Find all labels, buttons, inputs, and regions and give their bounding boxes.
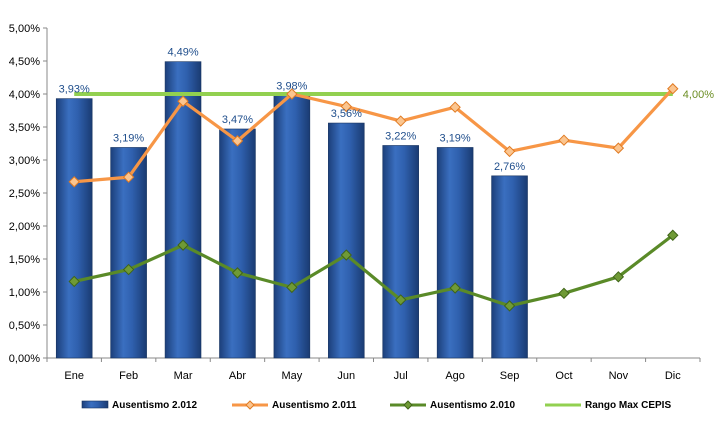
point-ausentismo-2010-oct	[558, 287, 570, 300]
y-tick-label: 5,00%	[9, 23, 40, 35]
data-label-ene: 3,93%	[59, 84, 90, 96]
legend-label-ausentismo-2012: Ausentismo 2.012	[112, 400, 197, 411]
point-ausentismo-2011-may	[286, 88, 298, 100]
point-ausentismo-2010-ago	[449, 282, 461, 294]
x-tick-label: Dic	[665, 370, 681, 382]
y-tick-label: 3,00%	[9, 155, 40, 167]
point-ausentismo-2010-ene	[68, 275, 80, 288]
point-ausentismo-2010-jul	[395, 294, 407, 306]
x-tick-label: Jun	[337, 370, 355, 382]
x-tick-label: Jul	[394, 370, 408, 382]
point-ausentismo-2010-abr	[231, 267, 244, 279]
bar-sep	[491, 175, 528, 359]
x-tick-label: Nov	[609, 370, 629, 382]
point-ausentismo-2011-sep	[503, 145, 516, 158]
legend-label-rango-max-cepis: Rango Max CEPIS	[585, 400, 671, 411]
series-line-ausentismo-2010	[73, 233, 674, 308]
x-tick-label: Mar	[174, 370, 193, 382]
legend-item-ausentismo-2012: Ausentismo 2.012	[81, 400, 197, 411]
point-ausentismo-2011-jul	[395, 115, 407, 127]
point-ausentismo-2011-mar	[177, 95, 189, 107]
legend-item-rango-max-cepis: Rango Max CEPIS	[545, 400, 671, 411]
legend-item-ausentismo-2011: Ausentismo 2.011	[232, 400, 357, 411]
point-ausentismo-2011-abr	[231, 135, 244, 147]
bar-abr	[219, 128, 256, 359]
y-tick-label: 4,50%	[9, 56, 40, 68]
bars-ausentismo-2012	[55, 61, 528, 359]
y-tick-label: 0,50%	[9, 320, 40, 332]
x-tick-label: Feb	[119, 370, 138, 382]
y-tick-label: 0,00%	[9, 353, 40, 365]
point-ausentismo-2010-dic	[667, 229, 679, 241]
data-label-sep: 2,76%	[494, 161, 525, 173]
point-ausentismo-2011-ene	[68, 176, 80, 188]
legend-label-ausentismo-2010: Ausentismo 2.010	[430, 400, 515, 411]
legend-item-ausentismo-2010: Ausentismo 2.010	[390, 400, 515, 411]
data-label-may: 3,98%	[276, 80, 307, 92]
data-label-feb: 3,19%	[113, 132, 144, 144]
bar-may	[273, 95, 311, 359]
point-ausentismo-2010-may	[286, 281, 298, 294]
axes: 0,00% 0,50% 1,00% 1,50% 2,00% 2,50% 3,00% 3,50%…	[9, 23, 701, 382]
bar-ene	[55, 98, 93, 359]
x-tick-label: Abr	[229, 370, 246, 382]
x-tick-label: Oct	[555, 370, 572, 382]
x-tick-label: May	[281, 370, 302, 382]
legend-label-ausentismo-2011: Ausentismo 2.011	[272, 400, 357, 411]
legend-marker-ausentismo-2010	[403, 400, 413, 410]
y-tick-label: 1,00%	[9, 287, 40, 299]
data-label-abr: 3,47%	[222, 114, 253, 126]
legend: Ausentismo 2.012 Ausentismo 2.011 Ausentis…	[81, 400, 671, 411]
data-label-ago: 3,19%	[440, 132, 471, 144]
point-ausentismo-2011-feb	[122, 171, 135, 183]
point-ausentismo-2010-nov	[612, 271, 625, 283]
point-ausentismo-2010-sep	[503, 300, 516, 312]
data-label-jun: 3,56%	[331, 108, 362, 120]
bar-ago	[436, 147, 474, 359]
y-tick-label: 4,00%	[9, 89, 40, 101]
point-ausentismo-2011-nov	[612, 142, 625, 154]
data-label-jul: 3,22%	[385, 130, 416, 142]
bar-jul	[382, 145, 419, 359]
point-ausentismo-2011-dic	[667, 83, 679, 95]
point-ausentismo-2011-oct	[558, 134, 570, 146]
y-tick-label: 1,50%	[9, 254, 40, 266]
data-labels: 3,93% 3,19% 4,49% 3,47% 3,98% 3,56% 3,22% 3,19%…	[59, 47, 715, 173]
x-tick-label: Ene	[64, 370, 84, 382]
series-line-ausentismo-2011	[74, 87, 674, 184]
legend-marker-ausentismo-2011	[245, 400, 255, 410]
lines	[68, 83, 679, 312]
y-tick-label: 2,00%	[9, 221, 40, 233]
x-tick-label: Ago	[445, 370, 465, 382]
point-ausentismo-2010-feb	[122, 263, 135, 276]
point-ausentismo-2010-mar	[177, 239, 189, 251]
y-tick-label: 3,50%	[9, 122, 40, 134]
point-ausentismo-2011-ago	[449, 101, 461, 113]
point-ausentismo-2011-jun	[340, 100, 352, 113]
point-ausentismo-2010-jun	[340, 249, 352, 261]
data-label-mar: 4,49%	[167, 47, 198, 59]
y-tick-label: 2,50%	[9, 188, 40, 200]
bar-jun	[328, 122, 365, 359]
cepis-end-label: 4,00%	[683, 89, 714, 101]
legend-swatch-ausentismo-2012	[81, 400, 109, 409]
x-tick-label: Sep	[500, 370, 520, 382]
